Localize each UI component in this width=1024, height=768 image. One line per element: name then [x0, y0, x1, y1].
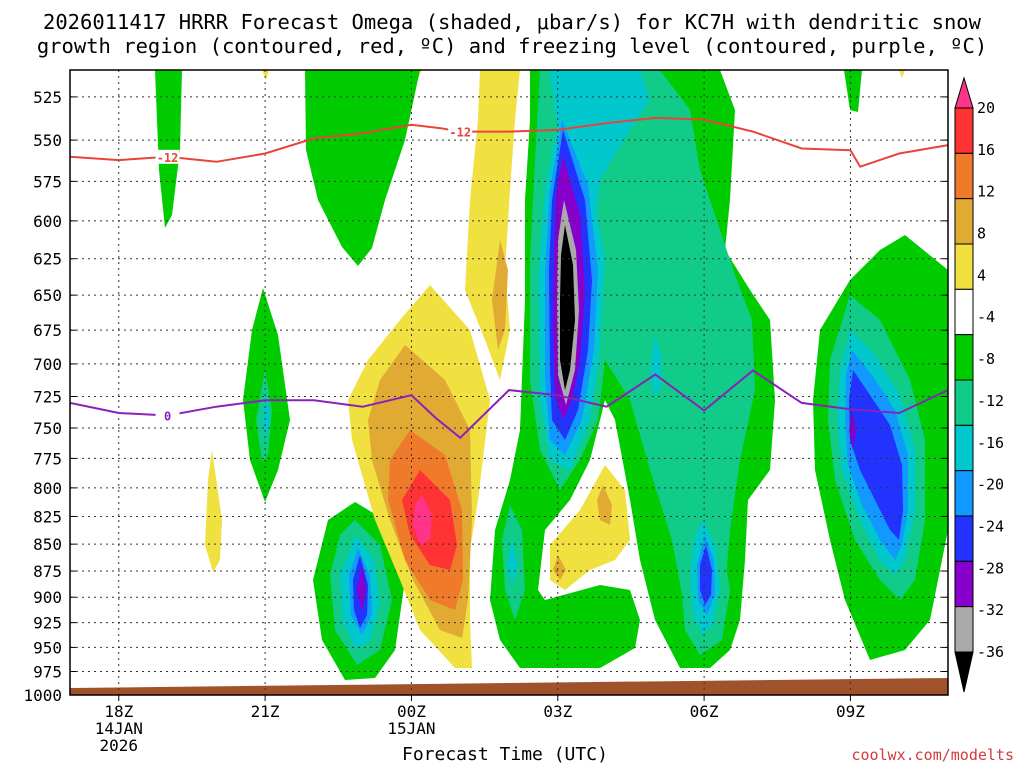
y-tick-label-875: 875	[33, 562, 62, 581]
contour-label-0-0: -12	[157, 151, 179, 165]
contour-label-1-0: 0	[164, 410, 171, 424]
omega-region-20z-yellow	[205, 450, 222, 572]
contour-label-0-1: -12	[449, 126, 471, 140]
omega-region-04z-gold-low	[553, 555, 566, 580]
colorbar-label-6: -8	[977, 350, 995, 368]
grid-lines	[70, 70, 948, 695]
x-tick-label-18-2: 2026	[100, 736, 139, 755]
colorbar-segment-1	[954, 107, 974, 154]
chart-title-line2: growth region (contoured, red, ºC) and f…	[36, 34, 988, 58]
y-tick-label-900: 900	[33, 588, 62, 607]
y-axis: 525 550 575 600 625 650 675 700 725 750 775 800 825 8…	[23, 88, 948, 705]
colorbar-label-2: 12	[977, 183, 995, 201]
y-tick-label-950: 950	[33, 638, 62, 657]
colorbar-label-5: -4	[977, 308, 995, 326]
colorbar-label-0: 20	[977, 99, 995, 117]
colorbar-segment-5	[954, 288, 974, 336]
x-tick-label-30-0: 06Z	[690, 702, 719, 721]
y-tick-label-925: 925	[33, 614, 62, 633]
y-tick-label-775: 775	[33, 449, 62, 468]
colorbar-label-7: -12	[977, 392, 1004, 410]
y-tick-label-825: 825	[33, 507, 62, 526]
x-tick-label-24-0: 00Z	[397, 702, 426, 721]
colorbar-label-3: 8	[977, 225, 986, 243]
colorbar-label-12: -32	[977, 601, 1004, 619]
credit-text: coolwx.com/modelts	[851, 746, 1014, 764]
contour-series-1	[69, 369, 949, 440]
omega-region-06z-blue	[700, 545, 712, 605]
y-tick-label-750: 750	[33, 419, 62, 438]
omega-region-03z-black	[560, 225, 575, 390]
omega-region-02z-lower-cyan	[507, 540, 518, 585]
colorbar-label-4: 4	[977, 266, 986, 284]
colorbar-label-9: -20	[977, 476, 1004, 494]
omega-region-21z-cyan	[262, 395, 270, 440]
y-tick-label-675: 675	[33, 321, 62, 340]
contour-lines: -12 -12 0	[69, 116, 949, 440]
omega-region-05z-teal	[650, 335, 662, 395]
y-tick-label-1000: 1000	[23, 686, 62, 705]
omega-region-01z-yellow	[465, 70, 520, 380]
y-tick-label-625: 625	[33, 250, 62, 269]
chart-title-line1: 2026011417 HRRR Forecast Omega (shaded, …	[43, 10, 981, 34]
contour-series-0	[69, 116, 949, 168]
x-tick-label-27-0: 03Z	[543, 702, 572, 721]
y-tick-label-575: 575	[33, 172, 62, 191]
colorbar-segment-7	[954, 379, 974, 426]
plot-frame	[69, 69, 949, 696]
omega-shading	[155, 70, 948, 680]
colorbar-segment-6	[954, 334, 974, 381]
colorbar-label-11: -28	[977, 559, 1004, 577]
omega-region-04z-yellow	[550, 465, 630, 590]
y-tick-label-700: 700	[33, 355, 62, 374]
colorbar-segment-3	[954, 198, 974, 245]
omega-region-03z-cyan-top	[550, 70, 650, 270]
y-tick-label-725: 725	[33, 388, 62, 407]
contour-label-bg-0-0	[155, 149, 180, 164]
omega-region-19z-green	[155, 70, 182, 228]
colorbar-segment-12	[954, 606, 974, 653]
y-tick-label-525: 525	[33, 88, 62, 107]
colorbar-segment-9	[954, 470, 974, 517]
omega-region-22z-upper-green	[305, 70, 420, 266]
omega-speck-10z	[899, 70, 905, 78]
x-tick-label-24-1: 15JAN	[387, 719, 435, 738]
terrain-strip	[70, 678, 948, 695]
y-tick-label-850: 850	[33, 535, 62, 554]
x-tick-label-18-1: 14JAN	[95, 719, 143, 738]
colorbar-label-8: -16	[977, 434, 1004, 452]
omega-region-04z-gold	[597, 485, 612, 525]
colorbar-segment-4	[954, 243, 974, 290]
x-axis-label: Forecast Time (UTC)	[402, 744, 608, 765]
omega-region-00z-pink	[413, 495, 432, 545]
y-tick-label-800: 800	[33, 479, 62, 498]
y-tick-label-650: 650	[33, 286, 62, 305]
y-tick-label-975: 975	[33, 662, 62, 681]
omega-speck-09z	[844, 70, 862, 112]
colorbar-segment-10	[954, 515, 974, 562]
omega-region-23z-purple	[357, 565, 366, 612]
colorbar-label-13: -36	[977, 643, 1004, 661]
colorbar: 20 16 12 8 4 -4 -8 -12 -16 -20 -24 -28 -32 -36	[954, 76, 1004, 693]
colorbar-segment-11	[954, 560, 974, 608]
y-tick-label-600: 600	[33, 212, 62, 231]
x-tick-label-33-0: 09Z	[836, 702, 865, 721]
colorbar-label-10: -24	[977, 517, 1004, 535]
omega-region-09z-blue	[849, 370, 903, 540]
colorbar-bottom-arrow	[954, 651, 974, 693]
omega-speck-21z	[262, 70, 269, 80]
contour-label-bg-1-0	[155, 408, 180, 423]
x-tick-label-21-0: 21Z	[251, 702, 280, 721]
y-tick-label-550: 550	[33, 131, 62, 150]
contour-label-bg-0-1	[448, 124, 473, 139]
colorbar-segment-2	[954, 152, 974, 200]
colorbar-segment-8	[954, 424, 974, 472]
omega-region-01z-gold	[492, 240, 508, 350]
x-tick-label-18-0: 18Z	[104, 702, 133, 721]
colorbar-label-1: 16	[977, 141, 995, 159]
colorbar-top-arrow	[954, 76, 974, 109]
